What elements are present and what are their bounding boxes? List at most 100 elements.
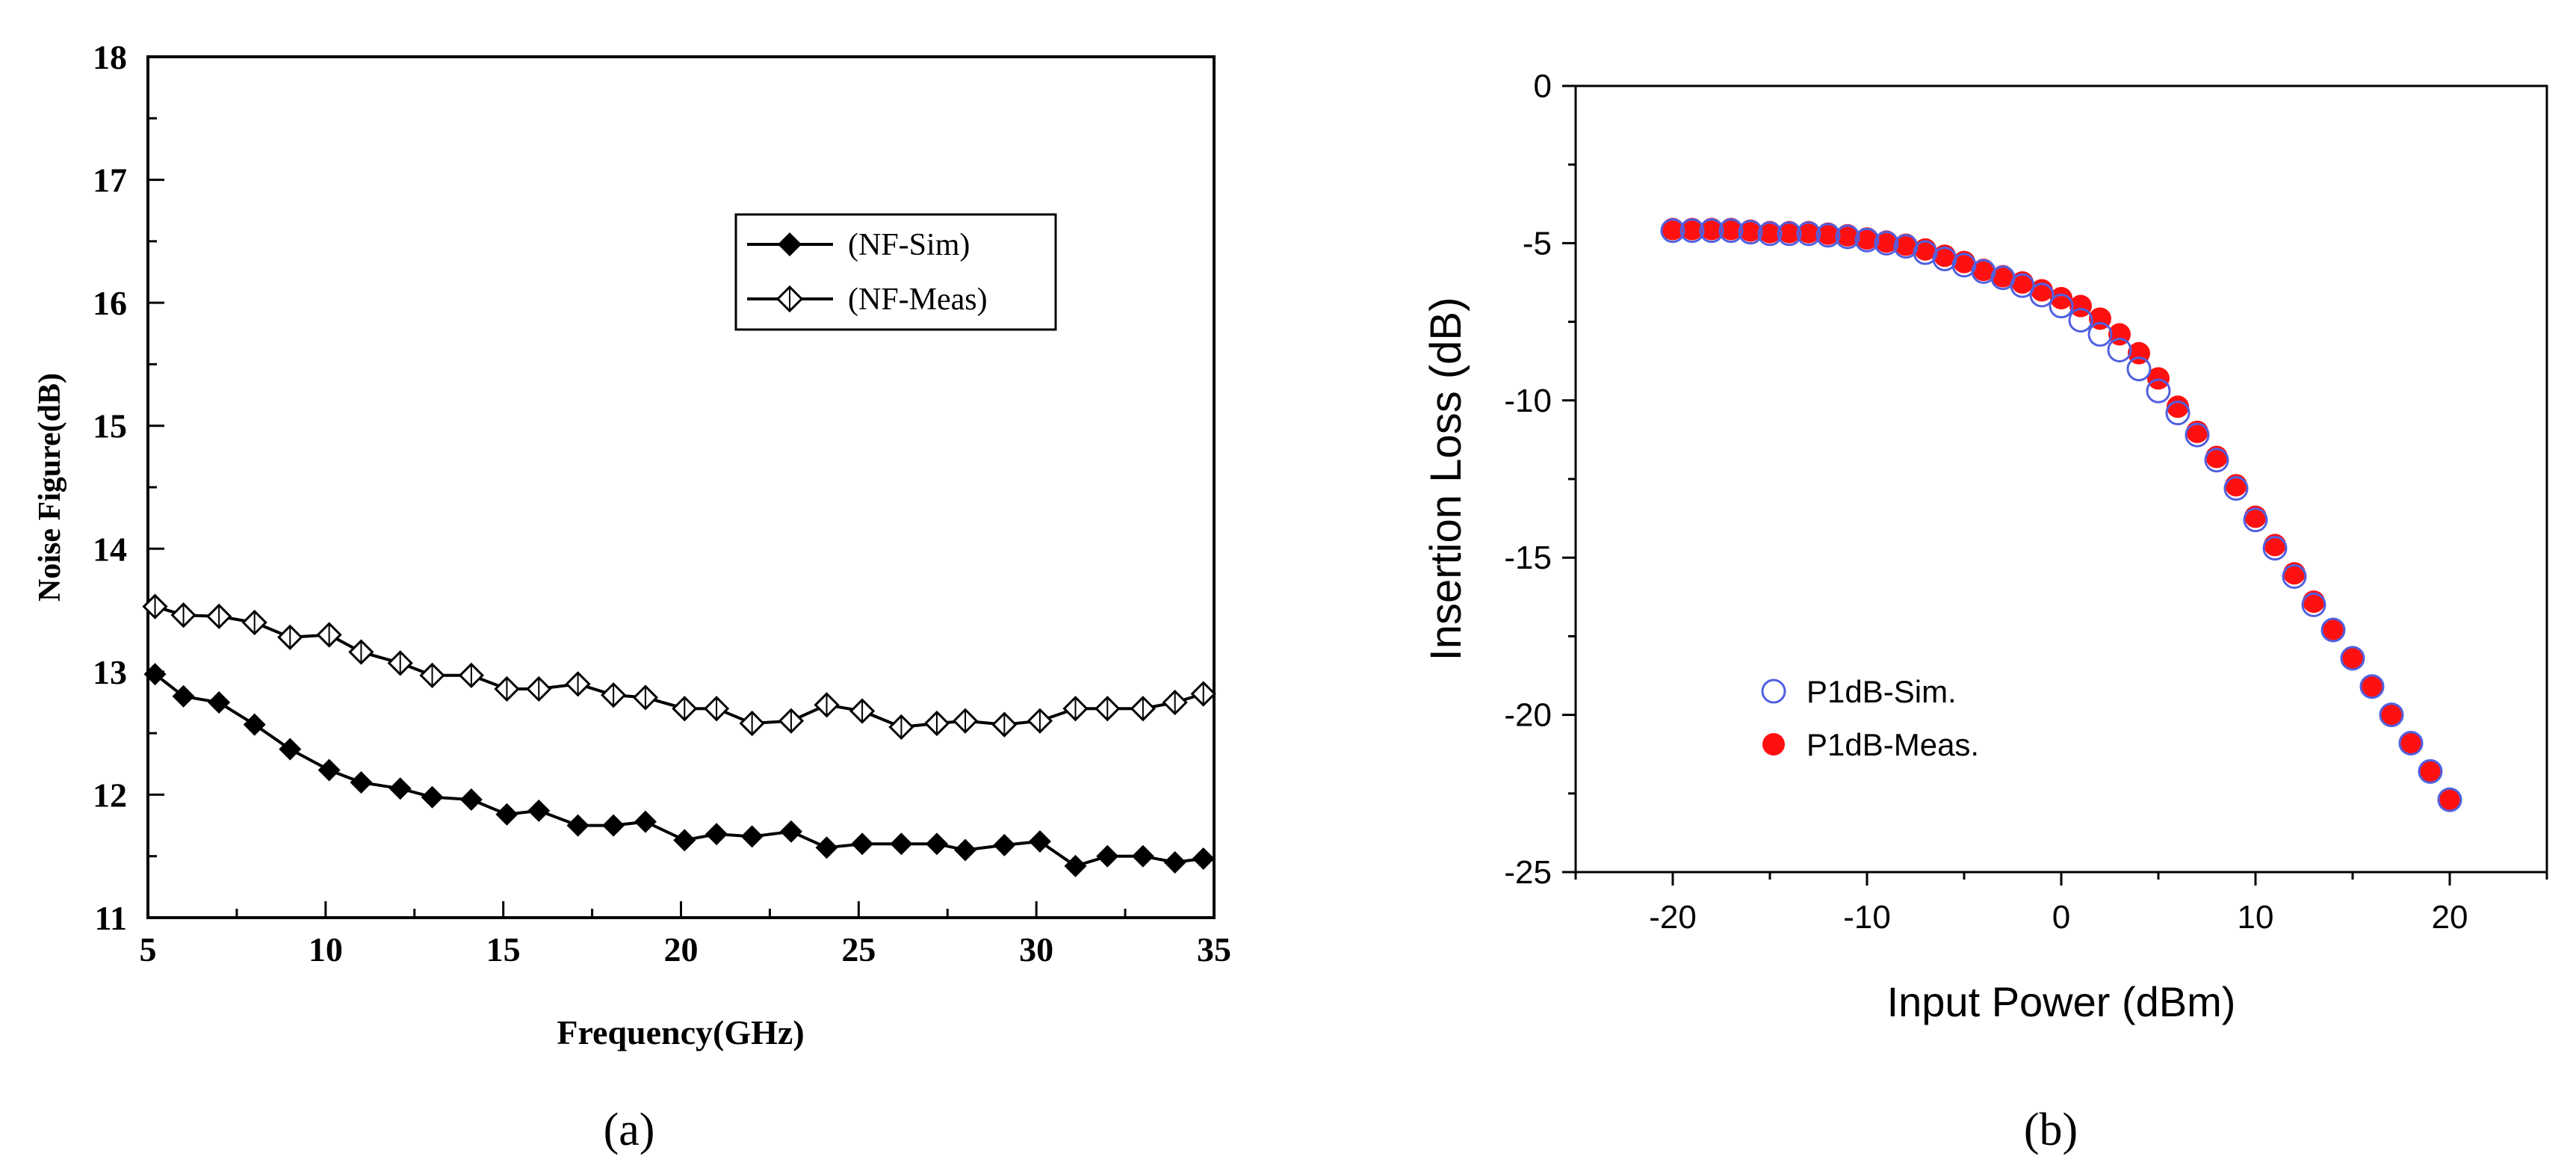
data-point bbox=[1815, 223, 1841, 248]
data-point bbox=[779, 820, 802, 843]
legend: (NF-Sim) (NF-Meas) bbox=[734, 213, 1057, 331]
data-point bbox=[2322, 618, 2344, 641]
y-tick-label: 13 bbox=[93, 653, 127, 691]
data-point bbox=[1875, 230, 1898, 253]
data-point bbox=[952, 708, 979, 734]
data-point bbox=[388, 777, 412, 800]
data-point bbox=[1972, 259, 1995, 282]
data-point bbox=[1131, 844, 1154, 868]
data-series bbox=[142, 593, 1216, 877]
data-point bbox=[778, 708, 805, 734]
data-point bbox=[2010, 273, 2035, 298]
data-point bbox=[1190, 681, 1216, 707]
data-point bbox=[2437, 787, 2462, 812]
data-point bbox=[1874, 230, 1899, 256]
data-point bbox=[1699, 218, 1724, 244]
data-point bbox=[634, 810, 657, 833]
data-point bbox=[2223, 476, 2249, 501]
insertion-loss-chart: -20 -10 0 10 20 0 -5 -10 -15 -20 -25 Input Power (… bbox=[1422, 68, 2548, 1155]
data-point bbox=[316, 622, 342, 648]
x-axis-label: Input Power (dBm) bbox=[1887, 978, 2236, 1025]
legend-label-nf-meas: (NF-Meas) bbox=[848, 282, 988, 317]
y-tick-label: 18 bbox=[93, 38, 127, 76]
x-tick-label: 25 bbox=[841, 930, 876, 968]
legend-marker-nf-sim bbox=[778, 232, 802, 256]
data-point bbox=[1096, 844, 1119, 868]
data-point bbox=[1854, 227, 1880, 253]
data-point bbox=[1681, 217, 1703, 241]
data-point bbox=[350, 770, 373, 794]
data-point bbox=[2185, 422, 2210, 448]
panel-label-b: (b) bbox=[2024, 1105, 2078, 1155]
tick-labels: -20 -10 0 10 20 0 -5 -10 -15 -20 -25 bbox=[1504, 68, 2468, 936]
data-point bbox=[2380, 703, 2403, 726]
x-tick-label: 0 bbox=[2052, 899, 2070, 936]
data-point bbox=[2146, 378, 2171, 404]
data-point bbox=[1757, 221, 1783, 247]
data-point bbox=[2167, 395, 2189, 418]
data-point bbox=[1192, 847, 1215, 871]
y-tick-label: 16 bbox=[93, 284, 127, 322]
data-point bbox=[2379, 702, 2404, 728]
data-point bbox=[1163, 850, 1186, 874]
data-point bbox=[2050, 287, 2072, 310]
data-point bbox=[739, 710, 765, 737]
data-point bbox=[1130, 696, 1156, 722]
data-point bbox=[2400, 732, 2422, 755]
data-point bbox=[1064, 854, 1087, 877]
y-tick-label: 12 bbox=[93, 776, 127, 814]
data-point bbox=[1660, 218, 1685, 244]
data-point bbox=[2359, 674, 2385, 699]
y-tick-label: -20 bbox=[1504, 697, 1552, 734]
data-point bbox=[565, 671, 591, 697]
axis-ticks bbox=[1562, 84, 2548, 886]
data-point bbox=[527, 799, 551, 822]
data-point bbox=[458, 662, 484, 688]
series-nf-meas bbox=[142, 593, 1216, 741]
x-tick-label: 20 bbox=[664, 930, 699, 968]
data-point bbox=[1718, 218, 1744, 244]
data-point bbox=[2204, 448, 2229, 473]
data-point bbox=[815, 836, 838, 859]
data-point bbox=[602, 814, 625, 837]
y-tick-label: -5 bbox=[1523, 225, 1552, 262]
data-point bbox=[1777, 221, 1802, 247]
data-point bbox=[1062, 696, 1089, 722]
data-point bbox=[993, 833, 1016, 856]
data-point bbox=[1028, 829, 1051, 853]
data-point bbox=[566, 814, 589, 837]
data-point bbox=[2340, 646, 2365, 671]
legend-marker-p1db-meas bbox=[1762, 733, 1785, 756]
data-point bbox=[419, 662, 445, 688]
x-tick-label: 30 bbox=[1019, 930, 1053, 968]
y-axis-label: Noise Figure(dB) bbox=[33, 373, 67, 602]
y-axis-label: Insertion Loss (dB) bbox=[1422, 297, 1470, 661]
panel-label-a: (a) bbox=[604, 1105, 655, 1155]
data-point bbox=[814, 692, 840, 718]
data-point bbox=[673, 829, 696, 852]
tick-labels: 5 10 15 20 25 30 35 11 12 13 14 15 16 17 18 bbox=[93, 38, 1231, 968]
data-point bbox=[526, 676, 552, 702]
data-point bbox=[1679, 218, 1705, 244]
data-point bbox=[1835, 224, 1860, 250]
data-point bbox=[170, 602, 196, 628]
data-point bbox=[1895, 233, 1917, 256]
data-point bbox=[1798, 220, 1820, 244]
data-point bbox=[495, 803, 518, 826]
data-point bbox=[888, 714, 914, 741]
y-tick-label: -25 bbox=[1504, 854, 1552, 891]
noise-figure-chart: 5 10 15 20 25 30 35 11 12 13 14 15 16 17 18 Frequency(… bbox=[33, 38, 1231, 1155]
data-point bbox=[740, 825, 764, 848]
data-point bbox=[241, 609, 267, 636]
data-point bbox=[672, 696, 698, 722]
data-point bbox=[1027, 708, 1053, 734]
data-point bbox=[348, 639, 374, 665]
legend-marker-p1db-sim bbox=[1761, 679, 1786, 704]
y-tick-label: 15 bbox=[93, 407, 127, 445]
data-point bbox=[1662, 217, 1684, 241]
data-series bbox=[1660, 217, 2462, 812]
data-point bbox=[1095, 696, 1121, 722]
data-point bbox=[1992, 265, 2014, 288]
data-point bbox=[601, 682, 627, 708]
